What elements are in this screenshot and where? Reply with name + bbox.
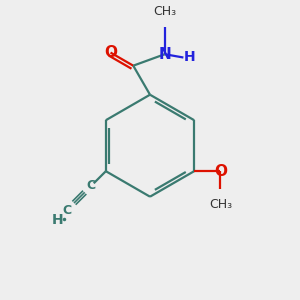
Text: O: O xyxy=(104,45,117,60)
Text: N: N xyxy=(158,47,171,62)
Text: C: C xyxy=(62,204,71,217)
Text: CH₃: CH₃ xyxy=(209,198,232,211)
Text: O: O xyxy=(214,164,227,179)
Text: C: C xyxy=(87,179,96,192)
Text: CH₃: CH₃ xyxy=(153,5,176,18)
Text: H: H xyxy=(52,213,63,226)
Text: H: H xyxy=(184,50,196,64)
